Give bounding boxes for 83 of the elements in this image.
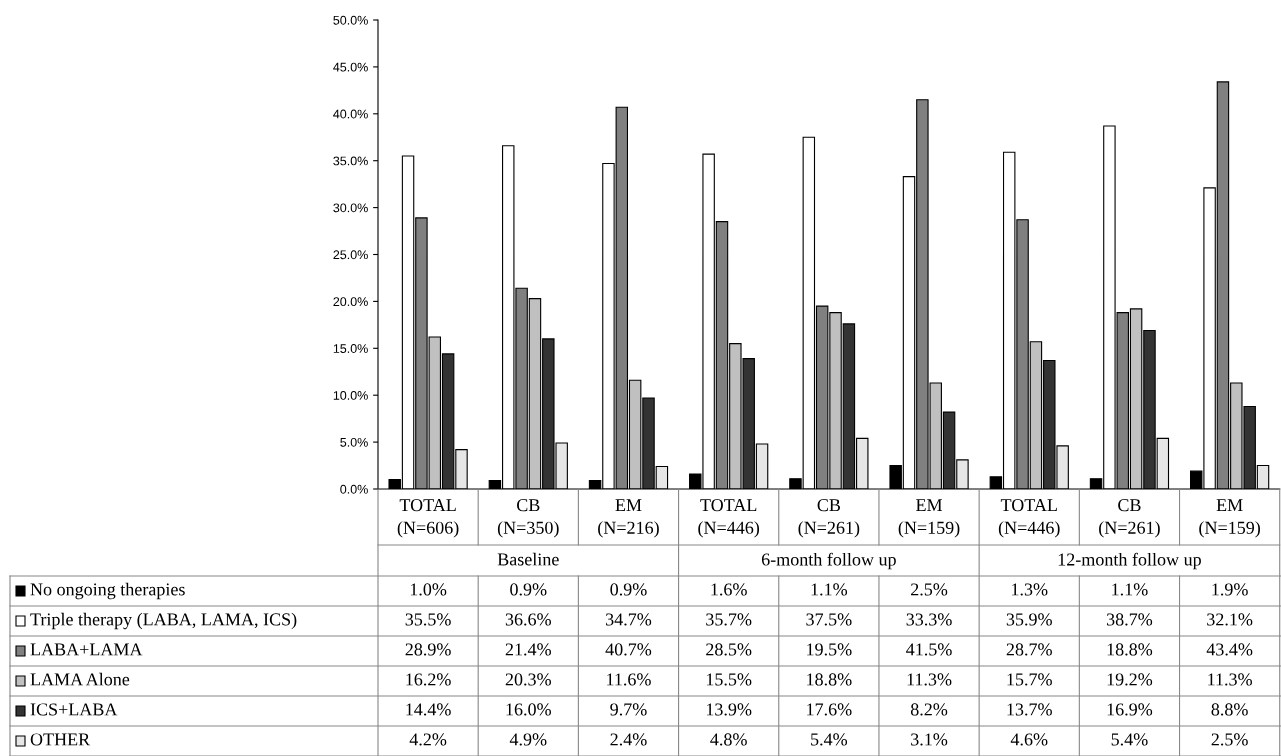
data-label: 1.6% <box>711 583 747 596</box>
y-tick-label: 25.0% <box>333 250 368 260</box>
legend-label: LAMA Alone <box>30 672 130 686</box>
data-label: 35.5% <box>405 613 451 626</box>
data-label: 16.2% <box>406 673 451 686</box>
data-label: 4.2% <box>409 733 447 746</box>
data-label: 2.4% <box>610 733 647 746</box>
y-tick-label: 0.0% <box>340 484 368 494</box>
data-label: 18.8% <box>807 673 852 686</box>
data-label: 13.7% <box>1007 703 1052 716</box>
legend-label: LABA+LAMA <box>30 643 143 656</box>
data-label: 1.1% <box>1112 583 1148 596</box>
data-label: 8.2% <box>910 703 948 716</box>
y-tick-label: 50.0% <box>333 15 368 25</box>
data-label: 40.7% <box>605 643 652 656</box>
data-label: 11.3% <box>1208 673 1252 686</box>
legend-label: ICS+LABA <box>30 703 118 716</box>
y-tick-label: 10.0% <box>333 391 368 400</box>
data-label: 15.7% <box>1007 673 1052 686</box>
data-label: 17.6% <box>807 703 852 716</box>
data-label: 11.6% <box>607 673 651 686</box>
y-tick-label: 35.0% <box>333 156 368 166</box>
data-label: 16.9% <box>1107 703 1153 716</box>
data-label: 4.6% <box>1010 733 1048 746</box>
x-tick-label: CB (N=350) <box>497 499 559 538</box>
data-label: 5.4% <box>1111 733 1148 746</box>
data-label: 33.3% <box>906 613 952 626</box>
data-label: 38.7% <box>1106 613 1153 626</box>
data-label: 36.6% <box>505 613 551 626</box>
data-label: 43.4% <box>1206 643 1253 656</box>
legend-label: OTHER <box>30 733 91 746</box>
data-label: 3.1% <box>911 733 948 746</box>
x-tick-label: EM (N=159) <box>1199 499 1260 538</box>
x-tick-label: EM (N=216) <box>598 499 659 538</box>
y-tick-label: 40.0% <box>333 109 368 119</box>
data-label: 1.1% <box>811 583 848 596</box>
data-label: 4.9% <box>509 733 547 746</box>
y-tick-label: 30.0% <box>333 203 368 213</box>
x-tick-label: TOTAL (N=446) <box>998 499 1060 538</box>
data-label: 41.5% <box>906 643 952 656</box>
text: Baseline <box>497 552 559 566</box>
x-tick-label: TOTAL (N=606) <box>397 499 459 538</box>
legend-label: Triple therapy (LABA, LAMA, ICS) <box>30 612 297 630</box>
data-label: 4.8% <box>710 733 747 746</box>
data-label: 1.9% <box>1212 583 1248 596</box>
data-label: 0.9% <box>510 583 547 596</box>
data-label: 15.5% <box>706 673 752 686</box>
data-label: 28.7% <box>1006 643 1052 656</box>
data-label: 16.0% <box>506 703 551 716</box>
data-label: 11.3% <box>907 673 952 686</box>
x-tick-label: TOTAL (N=446) <box>698 499 760 538</box>
text: 12-month follow up <box>1058 552 1201 570</box>
data-label: 32.1% <box>1207 613 1253 626</box>
data-label: 14.4% <box>406 703 451 716</box>
y-tick-label: 20.0% <box>333 297 368 307</box>
x-tick-label: CB (N=261) <box>1099 499 1160 538</box>
data-label: 35.7% <box>706 613 752 626</box>
x-tick-label: CB (N=261) <box>798 499 860 538</box>
data-label: 37.5% <box>806 613 852 626</box>
data-label: 28.5% <box>706 643 752 656</box>
data-label: 0.9% <box>610 583 647 596</box>
data-label: 13.9% <box>706 703 752 716</box>
data-label: 9.7% <box>610 703 647 716</box>
data-label: 2.5% <box>1211 733 1248 746</box>
data-label: 28.9% <box>405 643 451 656</box>
data-label: 35.9% <box>1006 613 1052 626</box>
data-label: 34.7% <box>606 613 652 626</box>
data-label: 8.8% <box>1211 703 1248 716</box>
data-label: 19.5% <box>807 643 852 656</box>
data-label: 2.5% <box>911 583 948 596</box>
data-label: 20.3% <box>505 673 551 686</box>
data-label: 1.0% <box>410 583 447 596</box>
data-label: 18.8% <box>1107 643 1153 656</box>
y-tick-label: 15.0% <box>333 344 368 353</box>
data-label: 5.4% <box>811 733 848 746</box>
text: 6-month follow up <box>761 552 896 570</box>
data-label: 1.3% <box>1012 583 1048 596</box>
y-tick-label: 5.0% <box>340 437 368 447</box>
legend-label: No ongoing therapies <box>30 582 185 600</box>
data-label: 21.4% <box>505 643 551 656</box>
y-tick-label: 45.0% <box>333 62 368 72</box>
x-tick-label: EM (N=159) <box>898 499 960 538</box>
data-label: 19.2% <box>1107 673 1153 686</box>
